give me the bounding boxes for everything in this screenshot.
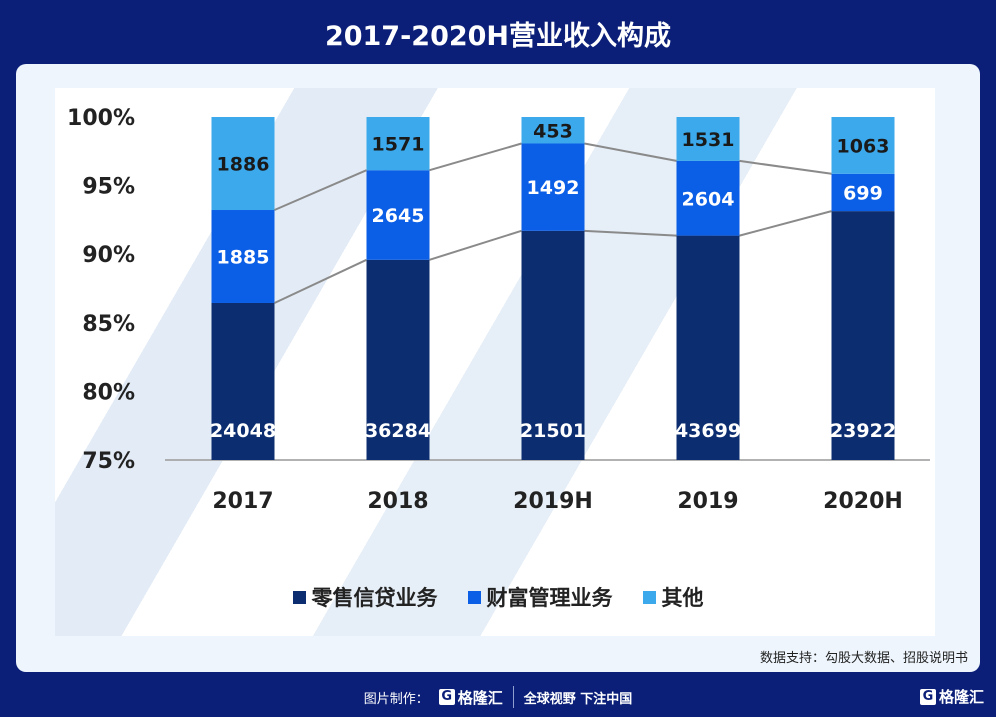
data-label: 43699 xyxy=(675,420,741,442)
legend-swatch xyxy=(292,590,306,604)
bar-segment xyxy=(521,117,585,144)
connector-line xyxy=(739,159,832,175)
data-label: 1531 xyxy=(682,129,735,151)
bar-segment xyxy=(831,211,895,460)
bar-segment xyxy=(521,143,585,231)
bar-segment xyxy=(211,302,275,460)
x-tick-label: 2019 xyxy=(677,489,738,514)
data-label: 24048 xyxy=(210,420,276,442)
slogan: 全球视野 下注中国 xyxy=(523,691,633,707)
source-note: 数据支持：勾股大数据、招股说明书 xyxy=(759,651,968,666)
legend-item-other: 其他 xyxy=(642,582,704,612)
footer: 图片制作： G 格隆汇 全球视野 下注中国 xyxy=(0,686,996,708)
y-tick-label: 75% xyxy=(82,449,135,474)
y-tick-label: 95% xyxy=(82,175,135,200)
connector-line xyxy=(274,169,367,211)
bar-segment xyxy=(676,160,740,236)
y-tick-label: 90% xyxy=(82,243,135,268)
bar-segment xyxy=(211,210,275,303)
y-tick-label: 100% xyxy=(67,106,135,131)
legend-item-wealth: 财富管理业务 xyxy=(467,582,613,612)
made-by-label: 图片制作： xyxy=(363,691,429,707)
data-label: 1885 xyxy=(217,246,270,268)
x-tick-label: 2020H xyxy=(823,489,903,514)
legend-item-retail: 零售信贷业务 xyxy=(292,582,438,612)
bar-segment xyxy=(366,117,430,171)
data-label: 2645 xyxy=(372,205,425,227)
legend-label: 其他 xyxy=(661,586,704,610)
brand-logo: G 格隆汇 xyxy=(438,687,503,708)
legend-swatch xyxy=(642,590,656,604)
data-label: 1886 xyxy=(217,154,270,176)
g-logo-icon: G xyxy=(438,689,455,705)
plot-background xyxy=(55,88,935,636)
brand-name: 格隆汇 xyxy=(938,688,984,706)
data-label: 453 xyxy=(533,120,573,142)
bar-segment xyxy=(521,230,585,460)
bar-segment xyxy=(676,235,740,460)
connector-line xyxy=(429,142,522,172)
data-label: 1063 xyxy=(837,135,890,157)
connector-line xyxy=(429,229,522,261)
y-tick-label: 85% xyxy=(82,312,135,337)
connector-line xyxy=(739,210,832,237)
bar-segment xyxy=(831,117,895,174)
data-label: 699 xyxy=(843,182,883,204)
data-label: 21501 xyxy=(520,420,586,442)
y-tick-label: 80% xyxy=(82,380,135,405)
g-logo-icon: G xyxy=(919,688,936,705)
bar-segment xyxy=(211,117,275,211)
bar-segment xyxy=(366,170,430,260)
divider xyxy=(512,686,514,708)
bar-segment xyxy=(676,117,740,161)
connector-line xyxy=(274,258,367,304)
bar-segment xyxy=(366,259,430,460)
x-tick-label: 2017 xyxy=(212,489,273,514)
data-label: 23922 xyxy=(830,420,896,442)
data-label: 36284 xyxy=(365,420,431,442)
data-label: 1492 xyxy=(527,177,580,199)
x-tick-label: 2018 xyxy=(367,489,428,514)
legend: 零售信贷业务 财富管理业务 其他 xyxy=(0,582,996,612)
connector-line xyxy=(584,229,677,237)
bar-segment xyxy=(831,173,895,212)
data-label: 2604 xyxy=(682,188,735,210)
chart-title: 2017-2020H营业收入构成 xyxy=(324,21,672,52)
legend-label: 财富管理业务 xyxy=(486,586,613,610)
brand-name: 格隆汇 xyxy=(457,688,503,707)
legend-label: 零售信贷业务 xyxy=(311,586,438,610)
x-tick-label: 2019H xyxy=(513,489,593,514)
connector-line xyxy=(584,142,677,162)
corner-logo: G 格隆汇 xyxy=(919,686,984,707)
data-label: 1571 xyxy=(372,134,425,156)
legend-swatch xyxy=(467,590,481,604)
